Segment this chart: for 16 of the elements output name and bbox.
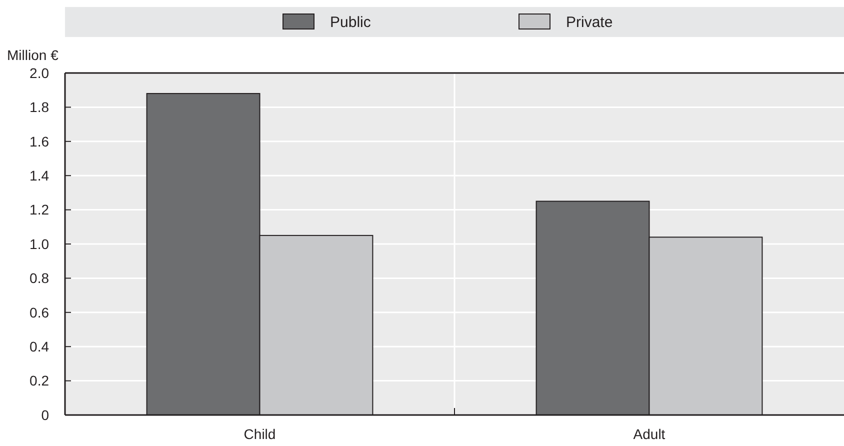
y-tick-label: 1.4 xyxy=(30,168,50,184)
y-tick-label: 0 xyxy=(41,406,50,423)
x-tick-label: Child xyxy=(244,426,276,442)
y-tick-label: 0.4 xyxy=(30,338,50,354)
y-tick-label: 1.2 xyxy=(30,202,50,218)
legend-label: Public xyxy=(330,14,372,31)
y-tick-label: 1.6 xyxy=(30,133,50,150)
y-tick-label: 2.0 xyxy=(30,64,50,81)
y-tick-label: 0.8 xyxy=(30,270,50,286)
y-tick-label: 1.8 xyxy=(30,99,50,116)
y-axis-title: Million € xyxy=(7,47,59,63)
y-tick-label: 0.6 xyxy=(30,304,50,320)
legend-label: Private xyxy=(566,14,613,31)
y-tick-label: 1.0 xyxy=(30,236,50,252)
x-tick-label: Adult xyxy=(633,426,666,442)
y-tick-label: 0.2 xyxy=(30,372,50,389)
